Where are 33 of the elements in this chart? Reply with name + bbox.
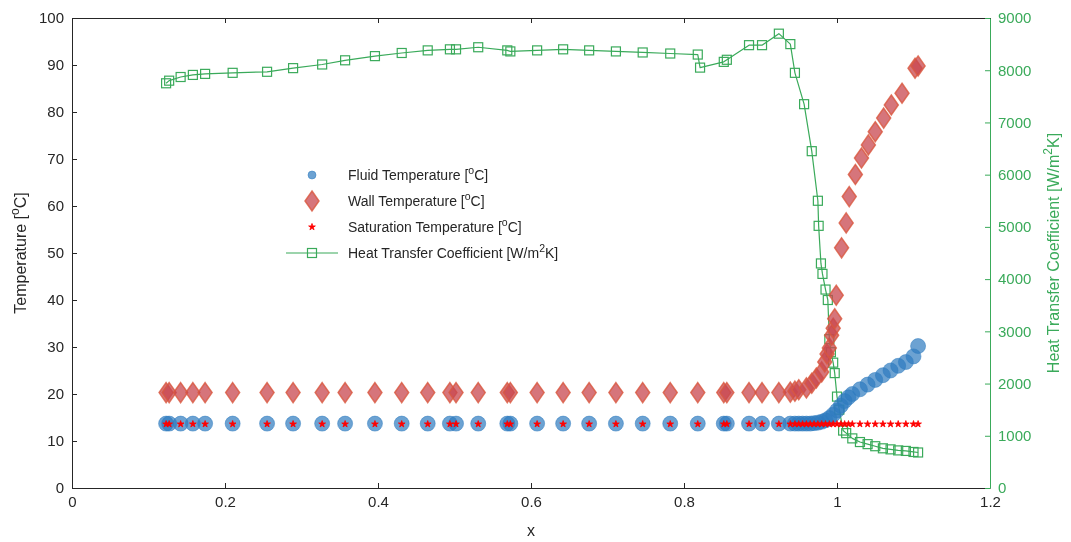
y-tick-label: 20 [47,385,64,403]
legend-label: Saturation Temperature [$^{o}$C] [348,216,522,235]
y2-tick-label: 1000 [998,427,1032,445]
y2-tick-label: 8000 [998,61,1032,79]
x-tick-label: 1.2 [980,492,1001,510]
y-tick-label: 40 [47,291,64,309]
y2-tick-label: 2000 [998,374,1032,392]
y2-tick-label: 7000 [998,113,1032,131]
x-tick-label: 0.2 [215,492,236,510]
x-tick-label: 0 [68,492,77,510]
y-tick-label: 70 [47,150,64,168]
y2-tick-label: 3000 [998,322,1032,340]
y2-tick-label: 5000 [998,218,1032,236]
y-tick-label: 100 [38,9,64,27]
y-tick-label: 60 [47,197,64,215]
y-tick-label: 50 [47,244,64,262]
y-tick-label: 80 [47,103,64,121]
legend-label: Fluid Temperature [$^{o}$C] [348,164,489,183]
x-tick-label: 1 [833,492,842,510]
legend-label: Heat Transfer Coefficient [W/m$^{2}$K] [348,242,559,261]
y2-tick-label: 4000 [998,270,1032,288]
y-tick-label: 90 [47,56,64,74]
x-axis-title: x [527,522,535,539]
y2-tick-label: 0 [998,479,1007,497]
y-tick-label: 10 [47,432,64,450]
y2-tick-label: 9000 [998,9,1032,27]
y2-tick-label: 6000 [998,165,1032,183]
x-tick-label: 0.6 [521,492,542,510]
x-tick-label: 0.4 [368,492,389,510]
y-tick-label: 30 [47,338,64,356]
x-tick-label: 0.8 [674,492,695,510]
legend-label: Wall Temperature [$^{o}$C] [348,190,485,209]
y-tick-label: 0 [55,479,64,497]
